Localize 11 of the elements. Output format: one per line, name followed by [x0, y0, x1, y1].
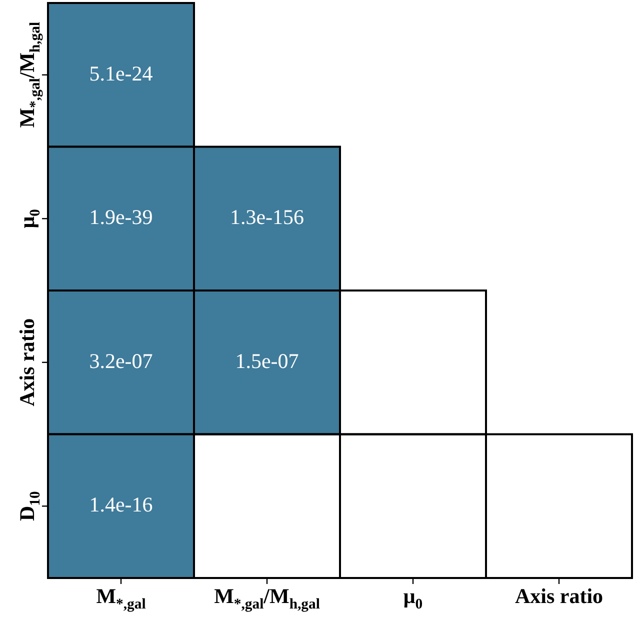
data-label: 1.5e-07 — [235, 348, 299, 373]
x-tick-label: Axis ratio — [514, 584, 604, 608]
y-tick-label: μ0 — [15, 209, 44, 228]
data-label: 1.4e-16 — [89, 492, 153, 517]
y-tick-label: Axis ratio — [15, 318, 39, 406]
data-label: 1.3e-156 — [230, 205, 304, 230]
data-label: 3.2e-07 — [89, 348, 153, 373]
y-tick-label: M*,gal/Mh,gal — [15, 22, 44, 128]
data-label: 5.1e-24 — [89, 61, 154, 86]
y-tick-label: D10 — [15, 491, 44, 522]
data-label: 1.9e-39 — [89, 205, 153, 230]
